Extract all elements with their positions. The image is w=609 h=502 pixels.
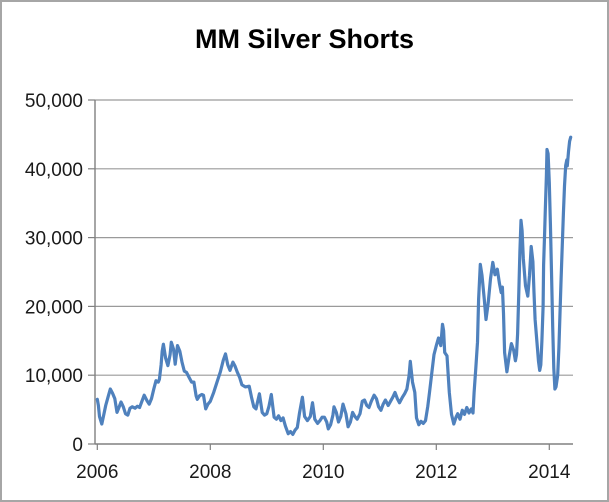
y-tick-label: 40,000 [25, 160, 83, 181]
x-tick-label: 2008 [189, 462, 231, 483]
x-tick-label: 2010 [302, 462, 344, 483]
y-tick-label: 10,000 [25, 366, 83, 387]
y-tick-label: 50,000 [25, 91, 83, 112]
data-line [95, 135, 573, 436]
x-tick-label: 2012 [415, 462, 457, 483]
chart-title: MM Silver Shorts [194, 24, 415, 54]
x-tick-label: 2014 [528, 462, 571, 483]
y-tick-label: 20,000 [25, 297, 83, 318]
x-tick-label: 2006 [76, 462, 118, 483]
y-tick-label: 0 [72, 435, 83, 456]
y-tick-label: 30,000 [25, 229, 83, 250]
